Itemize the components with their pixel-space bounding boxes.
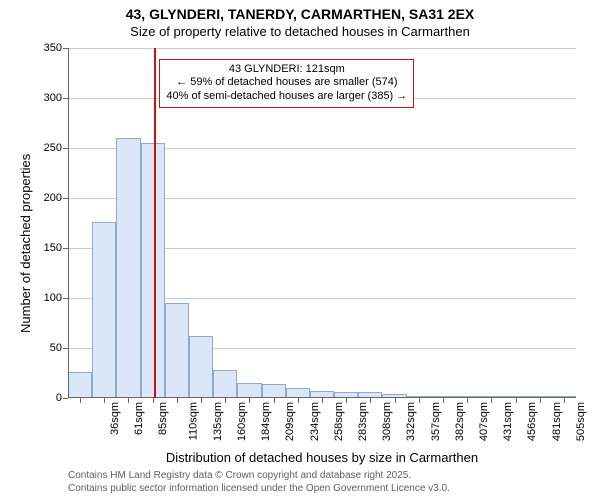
histogram-bar [116, 138, 140, 398]
x-tick-mark [128, 398, 129, 403]
annotation-line: 40% of semi-detached houses are larger (… [166, 90, 407, 104]
x-tick-label: 456sqm [526, 402, 538, 441]
x-tick-mark [177, 398, 178, 403]
x-tick-label: 160sqm [236, 402, 248, 441]
x-tick-mark [370, 398, 371, 403]
histogram-bar [237, 383, 261, 398]
footer-line-1: Contains HM Land Registry data © Crown c… [68, 470, 450, 483]
footer-line-2: Contains public sector information licen… [68, 483, 450, 496]
plot-area: 05010015020025030035036sqm61sqm85sqm110s… [68, 48, 576, 398]
x-tick-label: 258sqm [333, 402, 345, 441]
x-tick-mark [443, 398, 444, 403]
x-tick-mark [225, 398, 226, 403]
x-tick-label: 357sqm [430, 402, 442, 441]
histogram-bar [165, 303, 189, 398]
x-tick-mark [298, 398, 299, 403]
x-tick-mark [516, 398, 517, 403]
histogram-bar [92, 222, 116, 398]
x-tick-label: 61sqm [133, 402, 145, 435]
annotation-line: ← 59% of detached houses are smaller (57… [166, 76, 407, 90]
x-tick-mark [322, 398, 323, 403]
x-tick-mark [467, 398, 468, 403]
x-tick-label: 135sqm [212, 402, 224, 441]
annotation-title: 43 GLYNDERI: 121sqm [166, 63, 407, 77]
footer-attribution: Contains HM Land Registry data © Crown c… [68, 470, 450, 495]
x-tick-label: 308sqm [381, 402, 393, 441]
x-tick-label: 481sqm [551, 402, 563, 441]
x-tick-mark [153, 398, 154, 403]
x-tick-label: 505sqm [575, 402, 587, 441]
histogram-bar [141, 143, 165, 398]
x-tick-label: 85sqm [158, 402, 170, 435]
x-tick-mark [249, 398, 250, 403]
histogram-bar [68, 372, 92, 398]
x-tick-label: 110sqm [187, 402, 199, 440]
x-tick-label: 332sqm [406, 402, 418, 441]
chart-title: 43, GLYNDERI, TANERDY, CARMARTHEN, SA31 … [0, 6, 600, 22]
x-tick-mark [395, 398, 396, 403]
x-tick-mark [564, 398, 565, 403]
histogram-bar [189, 336, 213, 398]
x-tick-mark [491, 398, 492, 403]
x-tick-label: 209sqm [285, 402, 297, 441]
x-tick-mark [201, 398, 202, 403]
y-tick-mark [63, 398, 68, 399]
x-tick-label: 283sqm [357, 402, 369, 441]
y-axis-label: Number of detached properties [18, 154, 33, 333]
x-tick-label: 407sqm [478, 402, 490, 441]
x-tick-mark [540, 398, 541, 403]
histogram-bar [262, 384, 286, 398]
gridline [68, 48, 576, 49]
reference-line [154, 48, 156, 398]
x-axis-label: Distribution of detached houses by size … [68, 450, 576, 465]
x-tick-label: 382sqm [454, 402, 466, 441]
x-tick-mark [104, 398, 105, 403]
x-tick-mark [419, 398, 420, 403]
chart-subtitle: Size of property relative to detached ho… [0, 24, 600, 39]
y-axis-line [68, 48, 69, 398]
x-tick-mark [346, 398, 347, 403]
x-tick-label: 234sqm [309, 402, 321, 441]
chart-container: 43, GLYNDERI, TANERDY, CARMARTHEN, SA31 … [0, 0, 600, 500]
x-tick-label: 36sqm [109, 402, 121, 435]
histogram-bar [213, 370, 237, 398]
x-tick-label: 431sqm [502, 402, 514, 441]
x-tick-label: 184sqm [260, 402, 272, 441]
x-tick-mark [274, 398, 275, 403]
x-axis-line [68, 397, 576, 398]
annotation-callout: 43 GLYNDERI: 121sqm← 59% of detached hou… [159, 59, 414, 108]
x-tick-mark [80, 398, 81, 403]
